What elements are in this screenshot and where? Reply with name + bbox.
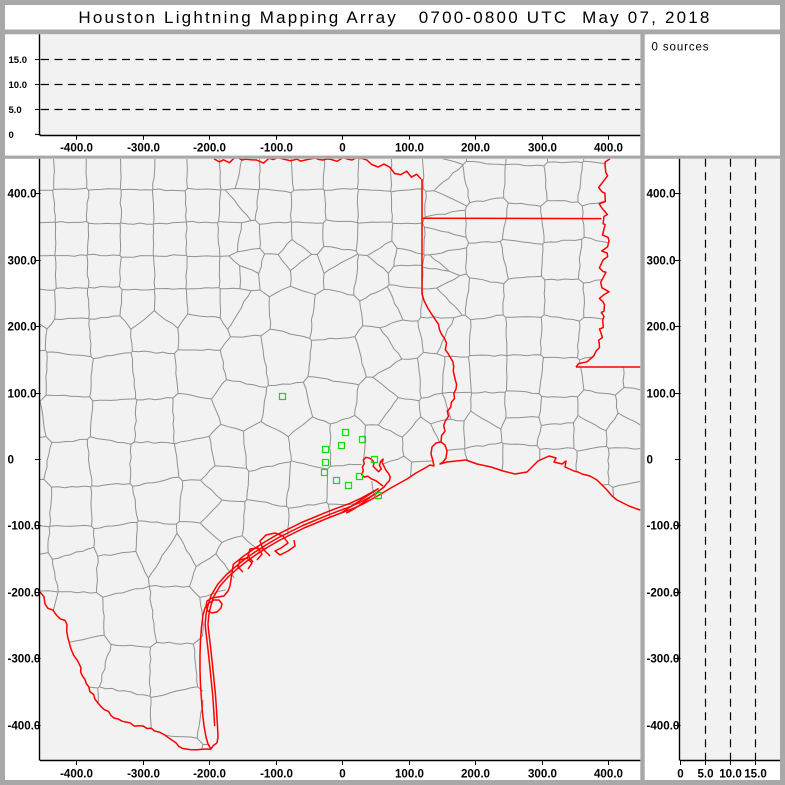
svg-text:100.0: 100.0 <box>647 388 676 401</box>
svg-text:200.0: 200.0 <box>8 321 37 334</box>
svg-text:0: 0 <box>339 768 345 781</box>
svg-text:0: 0 <box>8 454 14 467</box>
svg-text:-200.0: -200.0 <box>8 587 41 600</box>
svg-text:200.0: 200.0 <box>461 141 490 154</box>
svg-text:-300.0: -300.0 <box>647 653 680 666</box>
svg-text:Houston Lightning Mapping Arra: Houston Lightning Mapping Array 0700-080… <box>78 8 711 27</box>
svg-text:-400.0: -400.0 <box>8 720 41 733</box>
svg-text:0: 0 <box>9 130 14 141</box>
svg-text:-300.0: -300.0 <box>127 141 160 154</box>
svg-text:400.0: 400.0 <box>647 188 676 201</box>
svg-text:0 sources: 0 sources <box>652 42 710 54</box>
svg-text:-400.0: -400.0 <box>647 720 680 733</box>
svg-text:200.0: 200.0 <box>461 768 490 781</box>
svg-text:0: 0 <box>339 141 345 154</box>
svg-text:-100.0: -100.0 <box>8 520 41 533</box>
svg-text:400.0: 400.0 <box>594 141 623 154</box>
svg-text:-200.0: -200.0 <box>193 768 226 781</box>
svg-text:400.0: 400.0 <box>8 188 37 201</box>
svg-text:5.0: 5.0 <box>697 768 713 781</box>
svg-text:200.0: 200.0 <box>647 321 676 334</box>
svg-text:-300.0: -300.0 <box>8 653 41 666</box>
svg-text:100.0: 100.0 <box>395 768 424 781</box>
svg-text:-100.0: -100.0 <box>260 141 293 154</box>
svg-text:0: 0 <box>677 768 683 781</box>
svg-text:10.0: 10.0 <box>719 768 742 781</box>
svg-text:-300.0: -300.0 <box>127 768 160 781</box>
svg-text:-100.0: -100.0 <box>260 768 293 781</box>
svg-text:-200.0: -200.0 <box>193 141 226 154</box>
svg-text:300.0: 300.0 <box>528 768 557 781</box>
svg-text:-100.0: -100.0 <box>647 520 680 533</box>
svg-text:100.0: 100.0 <box>8 388 37 401</box>
svg-text:15.0: 15.0 <box>9 55 28 66</box>
svg-text:100.0: 100.0 <box>395 141 424 154</box>
svg-text:-400.0: -400.0 <box>60 141 93 154</box>
svg-text:5.0: 5.0 <box>9 105 22 116</box>
svg-text:-400.0: -400.0 <box>60 768 93 781</box>
svg-text:300.0: 300.0 <box>8 255 37 268</box>
svg-text:300.0: 300.0 <box>647 255 676 268</box>
svg-text:400.0: 400.0 <box>594 768 623 781</box>
svg-text:0: 0 <box>647 454 653 467</box>
svg-text:300.0: 300.0 <box>528 141 557 154</box>
svg-text:-200.0: -200.0 <box>647 587 680 600</box>
svg-text:15.0: 15.0 <box>744 768 767 781</box>
svg-text:10.0: 10.0 <box>9 80 28 91</box>
